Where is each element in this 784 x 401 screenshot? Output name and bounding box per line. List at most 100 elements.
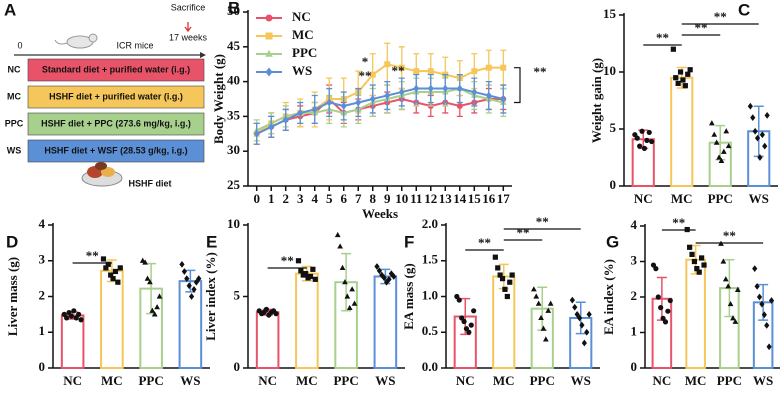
data-point (310, 266, 316, 272)
data-point (768, 297, 775, 304)
data-point (720, 258, 727, 264)
group-box (27, 139, 205, 163)
data-point (687, 244, 693, 250)
y-tick-label: 40 (227, 73, 240, 88)
data-point (547, 300, 554, 306)
data-point (456, 297, 462, 303)
data-point (747, 102, 753, 110)
data-point (655, 294, 661, 300)
data-point (466, 329, 472, 335)
data-point (579, 321, 585, 329)
y-tick-label: 25 (227, 177, 241, 192)
marker (369, 95, 376, 103)
legend-marker (265, 14, 273, 22)
x-tick-label: 12 (424, 191, 437, 206)
x-tick-label: 10 (395, 191, 408, 206)
x-tick-label: NC (258, 373, 277, 388)
data-point (716, 154, 722, 160)
group-box (27, 85, 205, 109)
x-tick-label: NC (652, 373, 671, 388)
x-tick-label: WS (571, 373, 591, 388)
group-label: HSHF diet + PPC (273.6 mg/kg, i.g.) (41, 118, 191, 128)
data-point (766, 343, 772, 351)
data-point (761, 311, 767, 319)
significance: ** (536, 214, 549, 229)
data-point (273, 311, 279, 317)
y-tick-label: 2.0 (422, 216, 438, 231)
panel-c: 0 5 10 15 Weight gain (g) C NC MC PPC WS ** ** ** (589, 0, 778, 206)
data-point (471, 308, 477, 314)
data-point (752, 265, 758, 272)
marker (297, 109, 304, 117)
data-point (346, 304, 353, 311)
x-axis-label: Weeks (362, 206, 398, 221)
x-tick-label: MC (671, 191, 693, 206)
data-point (581, 339, 587, 347)
panel-g: 0 1 2 3 4 EA index (%) G NC MC PPC WS ** ** (601, 215, 780, 388)
data-point (680, 77, 686, 83)
data-point (142, 259, 148, 265)
x-tick-label: NC (456, 373, 475, 388)
group-box (27, 58, 205, 82)
data-point (495, 265, 501, 271)
data-point (179, 260, 185, 268)
marker (340, 102, 347, 110)
animal: ICR mice (116, 40, 153, 50)
marker (427, 84, 434, 93)
y-tick-label: 2 (631, 288, 638, 303)
bar (295, 272, 319, 369)
data-point (725, 283, 732, 289)
data-point (675, 80, 681, 86)
data-point (540, 325, 547, 331)
data-point (689, 251, 695, 257)
data-point (576, 314, 583, 322)
data-point (649, 138, 655, 145)
bar (685, 258, 706, 370)
marker (413, 84, 420, 93)
data-point (682, 83, 688, 89)
data-point (757, 154, 763, 161)
data-point (191, 285, 197, 293)
x-tick-label: 9 (384, 191, 391, 206)
y-tick-label: 0.5 (422, 323, 439, 338)
bar (373, 275, 398, 370)
panel-e: 0 5 10 Liver index (%)E NC MC PPC WS ** (203, 216, 405, 388)
data-point (665, 308, 671, 314)
data-point (100, 256, 107, 262)
bar (670, 76, 694, 187)
data-point (188, 293, 195, 300)
data-point (115, 279, 121, 285)
data-point (720, 148, 727, 154)
data-point (637, 143, 643, 149)
y-tick-label: 3 (39, 252, 46, 267)
marker (355, 98, 362, 107)
data-point (149, 307, 156, 313)
data-point (586, 310, 592, 318)
marker (485, 64, 492, 71)
legend-marker (265, 49, 273, 57)
significance: ** (517, 225, 530, 240)
data-point (727, 300, 734, 307)
data-point (339, 264, 346, 270)
y-tick-label: 35 (227, 107, 241, 122)
data-point (634, 135, 640, 141)
significance: ** (392, 63, 405, 78)
data-point (542, 336, 549, 342)
marker (500, 95, 507, 103)
panel-label: E (206, 232, 217, 251)
x-tick-label: PPC (333, 373, 358, 388)
data-point (307, 273, 314, 280)
group-code: MC (7, 91, 21, 101)
x-tick-label: PPC (708, 191, 733, 206)
mouse-head (88, 33, 98, 43)
data-point (344, 293, 351, 299)
bar (178, 280, 203, 369)
y-axis-label: Liver index (%) (203, 252, 218, 341)
data-point (509, 272, 515, 278)
data-point (762, 142, 768, 150)
data-point (764, 111, 770, 119)
legend-label: MC (292, 27, 314, 42)
mouse-tail (54, 39, 68, 45)
data-point (718, 157, 725, 163)
data-point (497, 272, 503, 278)
